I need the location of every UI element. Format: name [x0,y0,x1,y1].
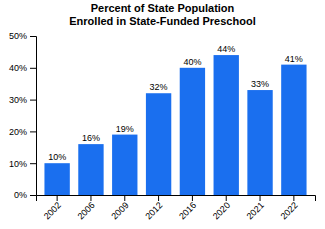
data-label: 32% [150,82,168,92]
x-tick-mark [158,195,159,201]
y-tick-label: 30% [9,95,27,105]
x-tick-label: 2009 [109,200,130,221]
bar [281,65,306,195]
bar [247,90,272,195]
x-tick-label: 2006 [76,200,97,221]
x-axis: 2002 2006 2009 2012 2016 2020 2021 2022 [37,195,316,221]
y-tick-label: 10% [9,159,27,169]
y-tick: 0% [14,190,36,200]
bars [44,55,306,195]
x-tick: 2022 [278,195,299,221]
x-tick-mark [260,195,261,201]
chart-svg: Percent of State PopulationEnrolled in S… [0,0,325,229]
x-axis-line [37,196,316,202]
data-label: 41% [285,54,303,64]
x-tick: 2002 [42,195,63,221]
x-tick: 2006 [76,195,97,221]
y-tick-mark [30,131,36,132]
y-tick: 50% [9,31,36,41]
data-label: 16% [82,133,100,143]
data-label: 19% [116,124,134,134]
bar [78,144,103,195]
y-tick-mark [30,195,36,196]
y-axis: 0% 10% 20% 30% 40% 50% [9,31,37,200]
y-tick-mark [30,163,36,164]
data-label: 10% [48,152,66,162]
chart-title-line: Percent of State Population [91,2,235,14]
x-tick-mark [226,195,227,201]
x-tick-mark [90,195,91,201]
y-tick-mark [30,100,36,101]
x-tick-mark [124,195,125,201]
y-tick: 40% [9,63,36,73]
y-tick: 20% [9,127,36,137]
x-tick-mark [192,195,193,201]
data-label: 40% [183,57,201,67]
x-tick: 2009 [109,195,130,221]
y-tick-label: 0% [14,190,27,200]
x-tick: 2020 [211,195,232,221]
x-tick: 2016 [177,195,198,221]
bar [44,163,69,195]
y-tick-label: 20% [9,127,27,137]
data-label: 33% [251,79,269,89]
y-tick-mark [30,68,36,69]
x-tick-mark [293,195,294,201]
y-tick: 10% [9,159,36,169]
x-tick-label: 2020 [211,200,232,221]
chart-container: Percent of State PopulationEnrolled in S… [0,0,325,229]
bar [214,55,239,195]
y-tick-mark [30,36,36,37]
x-tick-label: 2022 [278,200,299,221]
x-tick: 2021 [245,195,266,221]
chart-title-line: Enrolled in State-Funded Preschool [69,15,255,27]
plot-area: 0% 10% 20% 30% 40% 50% 2002 2006 2009 2012 2016 202… [9,31,316,221]
x-tick: 2012 [143,195,164,221]
x-tick-label: 2021 [245,200,266,221]
x-tick-label: 2012 [143,200,164,221]
x-tick-mark [57,195,58,201]
data-labels: 10% 16% 19% 32% 40% 44% 33% 41% [48,44,303,162]
chart-title: Percent of State PopulationEnrolled in S… [69,2,255,27]
x-tick-label: 2016 [177,200,198,221]
data-label: 44% [217,44,235,54]
y-axis-line [30,37,37,196]
bar [180,68,205,195]
bar [112,135,137,195]
x-tick-label: 2002 [42,200,63,221]
y-tick-label: 40% [9,63,27,73]
bar [146,93,171,195]
y-tick-label: 50% [9,31,27,41]
y-tick: 30% [9,95,36,105]
